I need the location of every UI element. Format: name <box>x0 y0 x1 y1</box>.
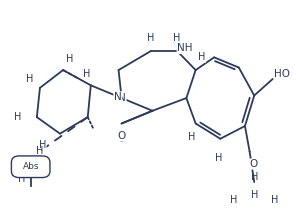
Text: H: H <box>250 190 258 200</box>
Text: H: H <box>271 195 279 205</box>
Text: O: O <box>250 159 258 169</box>
Text: Abs: Abs <box>22 162 39 171</box>
Text: H: H <box>198 52 205 62</box>
Text: H: H <box>230 195 237 205</box>
Text: NH: NH <box>177 43 193 53</box>
Text: H: H <box>14 112 21 122</box>
Text: O: O <box>118 131 126 141</box>
Text: H: H <box>26 74 34 84</box>
Text: H: H <box>83 69 91 79</box>
Text: H: H <box>250 172 258 182</box>
Text: H: H <box>18 175 25 184</box>
Text: H: H <box>65 54 73 64</box>
Text: HO: HO <box>274 69 290 79</box>
Text: H: H <box>36 147 44 156</box>
Text: N: N <box>114 92 122 102</box>
Text: H: H <box>39 140 46 150</box>
Text: H: H <box>215 153 223 163</box>
Text: H: H <box>188 132 196 143</box>
Text: N: N <box>118 93 126 103</box>
Text: H: H <box>147 33 155 43</box>
FancyBboxPatch shape <box>12 156 50 178</box>
Text: H: H <box>173 33 181 43</box>
Text: O: O <box>118 134 126 144</box>
